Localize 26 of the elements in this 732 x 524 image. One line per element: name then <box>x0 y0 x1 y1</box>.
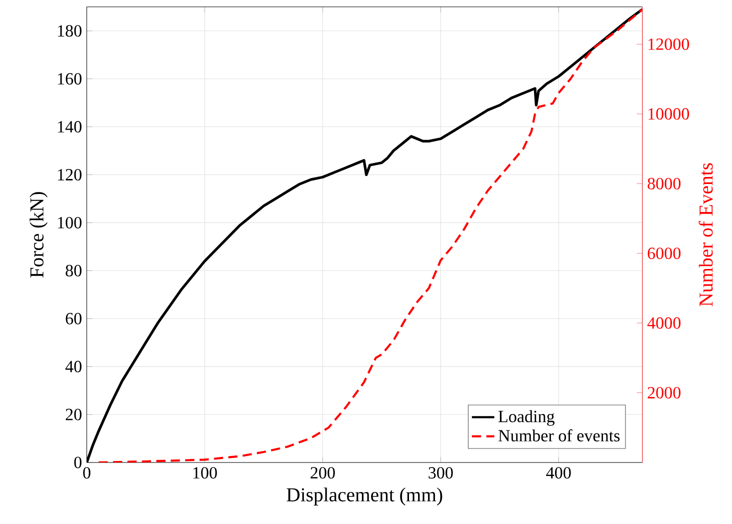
x-tick-label: 300 <box>428 466 453 478</box>
y2-tick-label: 12000 <box>648 38 690 50</box>
legend-label: Loading <box>498 410 555 426</box>
y2-tick-label: 6000 <box>648 247 680 259</box>
x-tick-label: 0 <box>83 466 90 478</box>
x-tick-label: 400 <box>546 466 571 478</box>
x-axis-title: Displacement (mm) <box>286 487 442 506</box>
y-tick-label: 140 <box>58 120 82 132</box>
y-tick-label: 20 <box>66 408 82 420</box>
y2-tick-label: 8000 <box>648 178 680 190</box>
y-axis-title: Force (kN) <box>30 192 48 278</box>
y-tick-label: 80 <box>66 264 82 276</box>
y2-tick-label: 2000 <box>648 386 680 398</box>
y-tick-label: 100 <box>58 216 82 228</box>
x-tick-label: 200 <box>310 466 335 478</box>
y-tick-label: 120 <box>58 168 82 180</box>
y2-axis-title: Number of Events <box>698 163 713 306</box>
y2-tick-label: 10000 <box>648 108 690 120</box>
legend-label: Number of events <box>498 429 620 442</box>
y2-tick-label: 4000 <box>647 317 680 329</box>
y-tick-label: 60 <box>66 312 82 324</box>
x-tick-label: 100 <box>193 466 217 478</box>
y-tick-label: 40 <box>65 360 82 372</box>
y-tick-label: 0 <box>74 456 82 468</box>
y-tick-label: 160 <box>58 72 82 84</box>
y-tick-label: 180 <box>58 24 82 36</box>
